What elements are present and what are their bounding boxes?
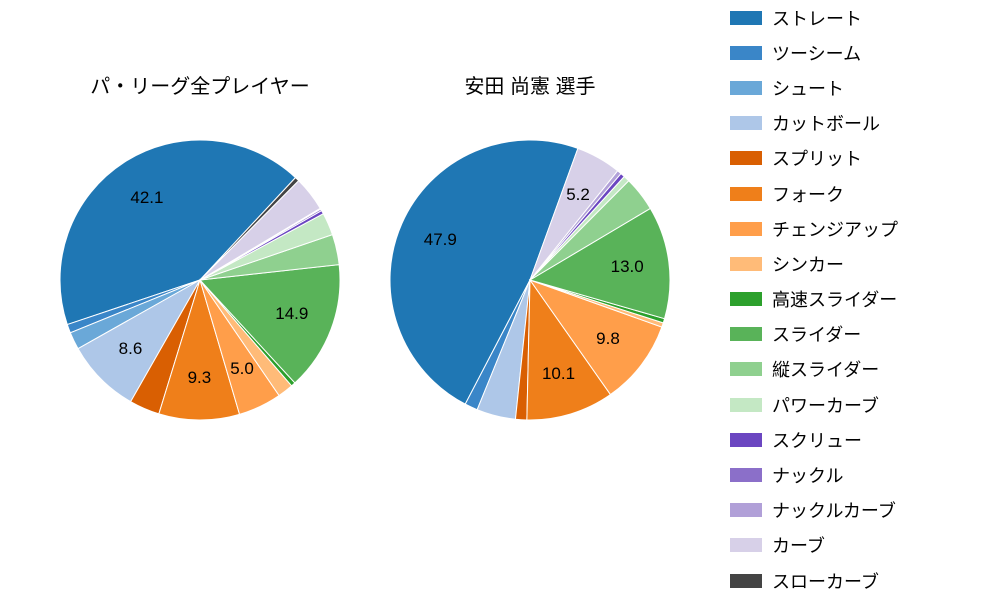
slice-label: 9.8 (596, 329, 620, 349)
legend-item: シンカー (730, 246, 980, 281)
legend-swatch (730, 574, 762, 588)
legend-swatch (730, 222, 762, 236)
legend-swatch (730, 327, 762, 341)
legend-label: パワーカーブ (772, 392, 879, 418)
legend-label: カットボール (772, 110, 880, 136)
legend-item: 縦スライダー (730, 352, 980, 387)
legend-item: ナックルカーブ (730, 493, 980, 528)
slice-label: 42.1 (130, 188, 163, 208)
legend-item: パワーカーブ (730, 387, 980, 422)
legend-label: 縦スライダー (772, 356, 879, 382)
legend-swatch (730, 398, 762, 412)
slice-label: 10.1 (542, 364, 575, 384)
legend-swatch (730, 46, 762, 60)
legend-item: ナックル (730, 457, 980, 492)
legend-label: フォーク (772, 181, 844, 207)
chart-title: パ・リーグ全プレイヤー (60, 70, 340, 99)
legend-item: スライダー (730, 317, 980, 352)
legend-label: ツーシーム (772, 40, 861, 66)
legend-item: カーブ (730, 528, 980, 563)
legend-swatch (730, 292, 762, 306)
slice-label: 14.9 (275, 304, 308, 324)
legend-label: スクリュー (772, 427, 862, 453)
legend-label: シンカー (772, 251, 844, 277)
legend-swatch (730, 433, 762, 447)
legend-swatch (730, 116, 762, 130)
legend-item: スプリット (730, 141, 980, 176)
slice-label: 8.6 (119, 339, 143, 359)
legend-label: カーブ (772, 532, 825, 558)
legend-swatch (730, 503, 762, 517)
legend: ストレートツーシームシュートカットボールスプリットフォークチェンジアップシンカー… (730, 0, 980, 598)
legend-item: フォーク (730, 176, 980, 211)
slice-label: 9.3 (188, 368, 212, 388)
legend-swatch (730, 362, 762, 376)
legend-label: ナックルカーブ (772, 497, 896, 523)
slice-label: 47.9 (424, 230, 457, 250)
legend-swatch (730, 538, 762, 552)
slice-label: 5.2 (566, 185, 590, 205)
legend-label: ストレート (772, 5, 862, 31)
chart-title: 安田 尚憲 選手 (390, 70, 670, 99)
legend-item: チェンジアップ (730, 211, 980, 246)
legend-item: スクリュー (730, 422, 980, 457)
legend-swatch (730, 151, 762, 165)
legend-item: 高速スライダー (730, 282, 980, 317)
slice-label: 13.0 (611, 257, 644, 277)
legend-label: スプリット (772, 145, 862, 171)
legend-swatch (730, 11, 762, 25)
legend-swatch (730, 187, 762, 201)
legend-label: 高速スライダー (772, 286, 897, 312)
legend-label: シュート (772, 75, 844, 101)
legend-item: シュート (730, 70, 980, 105)
legend-swatch (730, 468, 762, 482)
legend-swatch (730, 81, 762, 95)
legend-item: ツーシーム (730, 35, 980, 70)
chart-root: パ・リーグ全プレイヤー 安田 尚憲 選手 42.1 8.6 9.3 5.0 14.9 47.… (0, 0, 1000, 600)
legend-item: ストレート (730, 0, 980, 35)
legend-label: スローカーブ (772, 568, 879, 594)
legend-item: カットボール (730, 106, 980, 141)
legend-item: スローカーブ (730, 563, 980, 598)
legend-label: チェンジアップ (772, 216, 898, 242)
legend-swatch (730, 257, 762, 271)
legend-label: スライダー (772, 321, 861, 347)
legend-label: ナックル (772, 462, 843, 488)
slice-label: 5.0 (230, 359, 254, 379)
